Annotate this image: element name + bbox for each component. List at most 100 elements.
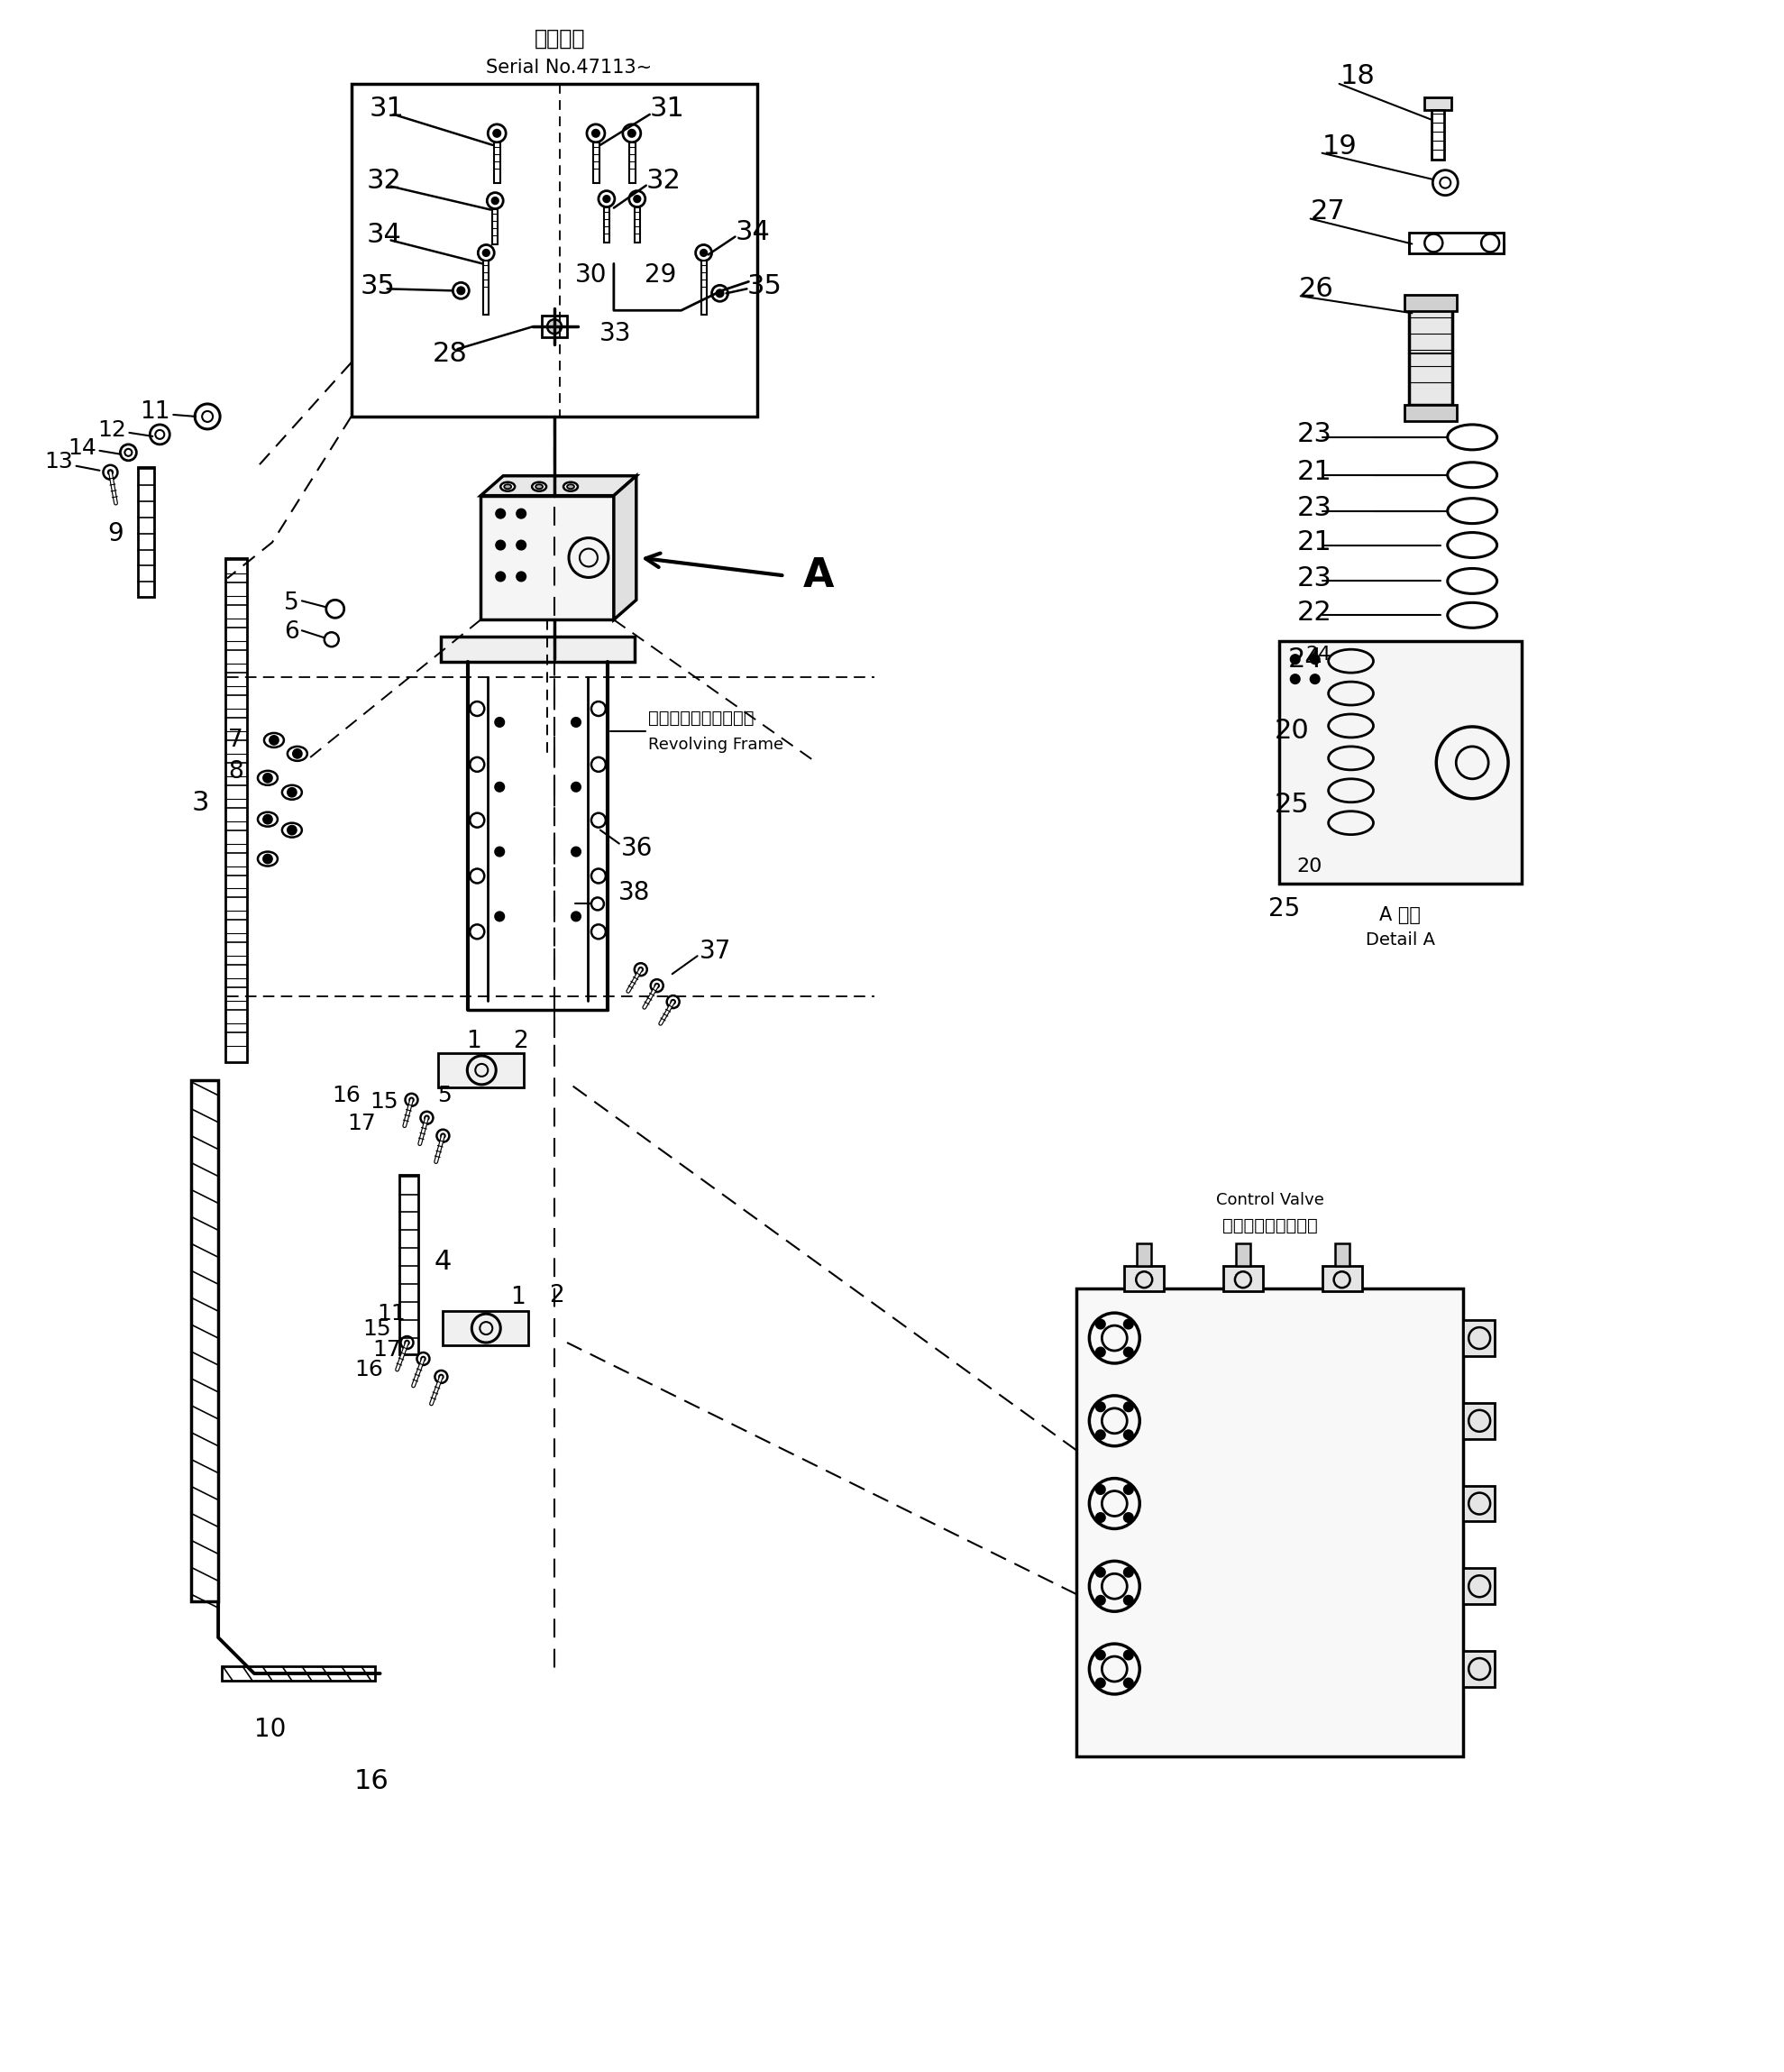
Circle shape <box>496 510 505 518</box>
Ellipse shape <box>282 823 301 837</box>
Text: 14: 14 <box>68 437 96 458</box>
Text: 25: 25 <box>1274 792 1309 818</box>
Ellipse shape <box>535 485 542 489</box>
Circle shape <box>435 1370 448 1384</box>
Text: 33: 33 <box>599 321 632 346</box>
Polygon shape <box>480 477 637 495</box>
Polygon shape <box>614 477 637 620</box>
Text: 18: 18 <box>1340 64 1375 89</box>
Circle shape <box>1095 1678 1104 1687</box>
Text: 20: 20 <box>1297 858 1322 874</box>
Text: 32: 32 <box>646 168 681 195</box>
Circle shape <box>517 510 526 518</box>
Circle shape <box>655 984 658 988</box>
Circle shape <box>623 124 640 143</box>
Circle shape <box>417 1353 430 1365</box>
Bar <box>1124 1266 1163 1291</box>
Bar <box>635 207 640 242</box>
Text: 12: 12 <box>98 419 127 441</box>
Bar <box>1322 1266 1361 1291</box>
Circle shape <box>517 541 526 549</box>
Bar <box>442 1312 528 1345</box>
Bar <box>592 143 599 182</box>
Circle shape <box>287 825 296 835</box>
Text: 16: 16 <box>332 1084 360 1106</box>
Circle shape <box>269 736 278 744</box>
Bar <box>494 143 501 182</box>
Circle shape <box>630 191 646 207</box>
Circle shape <box>421 1111 434 1125</box>
Text: 24: 24 <box>1306 646 1331 663</box>
Text: 4: 4 <box>434 1249 451 1274</box>
Bar <box>1409 232 1504 253</box>
Bar <box>1463 1569 1495 1604</box>
Text: 37: 37 <box>699 939 731 963</box>
Text: 5: 5 <box>437 1084 451 1106</box>
Text: 1: 1 <box>467 1030 482 1053</box>
Circle shape <box>1095 1651 1104 1660</box>
Bar <box>1404 404 1458 421</box>
Bar <box>137 466 155 597</box>
Circle shape <box>598 191 615 207</box>
Circle shape <box>496 912 505 920</box>
Bar <box>1224 1266 1263 1291</box>
Bar <box>439 1053 524 1088</box>
Circle shape <box>1124 1347 1133 1357</box>
Circle shape <box>1290 655 1301 663</box>
Text: 35: 35 <box>747 274 781 298</box>
Ellipse shape <box>259 771 278 785</box>
Text: 22: 22 <box>1297 599 1333 626</box>
Circle shape <box>587 124 605 143</box>
Circle shape <box>667 995 680 1009</box>
Bar <box>1078 1289 1463 1757</box>
Ellipse shape <box>287 746 307 760</box>
Text: 2: 2 <box>514 1030 528 1053</box>
Circle shape <box>437 1129 450 1142</box>
Ellipse shape <box>501 483 516 491</box>
Circle shape <box>571 783 580 792</box>
Text: 31: 31 <box>649 95 685 122</box>
Bar <box>1279 642 1522 885</box>
Text: Control Valve: Control Valve <box>1217 1191 1324 1208</box>
Text: 3: 3 <box>191 789 209 816</box>
Circle shape <box>496 717 505 727</box>
Bar <box>191 1080 218 1602</box>
Bar <box>1236 1243 1251 1266</box>
Text: 38: 38 <box>619 881 649 905</box>
Ellipse shape <box>564 483 578 491</box>
Text: 23: 23 <box>1297 421 1333 448</box>
Circle shape <box>571 717 580 727</box>
Circle shape <box>1095 1513 1104 1523</box>
Bar <box>1433 110 1445 160</box>
Text: 9: 9 <box>107 520 123 547</box>
Text: 13: 13 <box>45 450 73 472</box>
Text: 適用号機: 適用号機 <box>535 29 585 50</box>
Text: コントロールバルブ: コントロールバルブ <box>1222 1216 1318 1235</box>
Bar <box>1425 97 1452 110</box>
Ellipse shape <box>259 812 278 827</box>
Circle shape <box>264 773 273 783</box>
Text: Detail A: Detail A <box>1365 930 1434 949</box>
Circle shape <box>592 131 599 137</box>
Text: 36: 36 <box>621 835 653 860</box>
Text: 23: 23 <box>1297 495 1333 522</box>
Text: 32: 32 <box>366 168 401 195</box>
Circle shape <box>1124 1678 1133 1687</box>
Ellipse shape <box>567 485 574 489</box>
Circle shape <box>671 999 676 1005</box>
Circle shape <box>496 572 505 580</box>
Bar <box>1409 300 1452 404</box>
Circle shape <box>628 131 635 137</box>
Circle shape <box>571 847 580 856</box>
Text: 20: 20 <box>1274 719 1309 744</box>
Text: 31: 31 <box>369 95 405 122</box>
Text: 5: 5 <box>284 593 300 615</box>
Bar <box>542 315 567 338</box>
Circle shape <box>1124 1430 1133 1440</box>
Circle shape <box>401 1336 414 1349</box>
Circle shape <box>103 464 118 479</box>
Circle shape <box>494 131 501 137</box>
Text: レボルビングフレーム: レボルビングフレーム <box>648 709 755 727</box>
Circle shape <box>696 244 712 261</box>
Circle shape <box>1095 1320 1104 1328</box>
